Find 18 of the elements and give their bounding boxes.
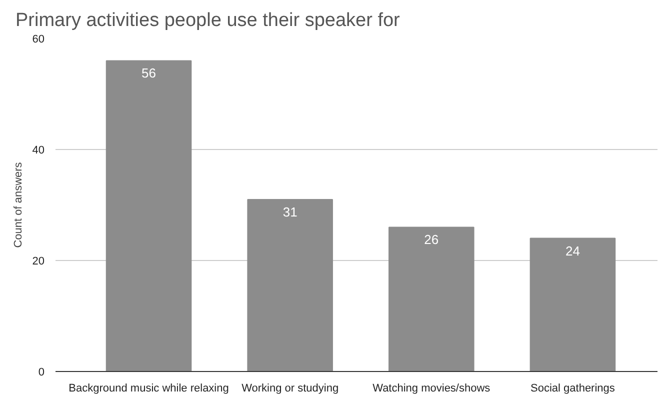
bar (247, 198, 333, 372)
x-tick-label: Background music while relaxing (68, 382, 229, 394)
x-tick-label: Working or studying (242, 382, 339, 394)
y-tick-label: 0 (38, 366, 45, 378)
bar (388, 226, 474, 372)
bar (106, 60, 192, 372)
y-tick-label: 20 (32, 256, 45, 268)
y-tick-label: 60 (32, 34, 45, 46)
data-label: 31 (282, 204, 298, 220)
chart-title: Primary activities people use their speaker for (16, 10, 401, 31)
data-label: 56 (142, 66, 156, 81)
bar (530, 238, 616, 372)
y-tick-label: 40 (32, 144, 45, 156)
x-tick-label: Social gatherings (530, 382, 616, 394)
data-label: 24 (565, 243, 580, 258)
x-tick-label: Watching movies/shows (372, 382, 491, 394)
data-label: 26 (424, 232, 439, 248)
y-axis-title: Count of answers (12, 162, 24, 248)
